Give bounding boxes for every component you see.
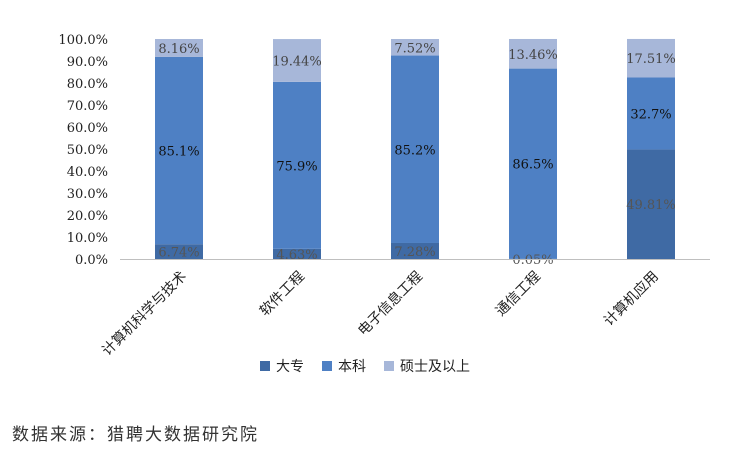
data-label: 7.52% [394,41,435,56]
bar-segment [627,149,675,259]
data-source-note: 数据来源：猎聘大数据研究院 [12,425,259,445]
legend: 大专 本科 硕士及以上 [0,356,730,376]
stacked-bar-chart: 0.0% 10.0% 20.0% 30.0% 40.0% 50.0% 60.0% 70.0% 8… [58,33,710,360]
bar-segment [155,56,203,245]
y-tick-label: 20.0% [67,209,108,224]
y-tick-label: 60.0% [67,121,108,136]
y-tick-label: 50.0% [67,143,108,158]
y-tick-label: 90.0% [67,55,108,70]
legend-item-benke: 本科 [322,356,366,376]
bar-segment [391,242,439,259]
data-label: 4.63% [276,248,317,263]
bar-segment [391,55,439,243]
legend-item-dazhuan: 大专 [260,356,304,376]
bar-segment [273,81,321,249]
y-tick-label: 0.0% [75,253,108,268]
bar-segment [627,38,675,78]
data-label: 85.1% [158,145,199,160]
bar-segment [155,244,203,259]
legend-label-benke: 本科 [338,359,366,375]
data-label: 49.81% [626,198,676,213]
data-label: 85.2% [394,143,435,158]
x-category-label: 计算机应用 [600,268,662,330]
legend-swatch-benke [322,361,332,371]
x-category-label: 通信工程 [493,269,544,320]
y-tick-label: 10.0% [67,231,108,246]
bar-segment [273,248,321,259]
data-label: 8.16% [158,42,199,57]
bars [155,38,675,259]
legend-label-shuoshi: 硕士及以上 [400,359,470,375]
y-axis: 0.0% 10.0% 20.0% 30.0% 40.0% 50.0% 60.0% 70.0% 8… [58,33,108,268]
bar-segment [627,77,675,150]
y-tick-label: 40.0% [67,165,108,180]
y-tick-label: 30.0% [67,187,108,202]
x-category-label: 电子信息工程 [354,268,425,339]
bar-segment [509,38,557,69]
data-label: 32.7% [630,107,671,122]
legend-swatch-dazhuan [260,361,270,371]
legend-label-dazhuan: 大专 [276,359,304,375]
y-tick-label: 100.0% [58,33,108,48]
data-label: 7.28% [394,245,435,260]
y-tick-label: 70.0% [67,99,108,114]
x-category-label: 软件工程 [257,269,308,320]
legend-item-shuoshi: 硕士及以上 [384,356,470,376]
data-label: 17.51% [626,52,676,67]
y-tick-label: 80.0% [67,77,108,92]
bar-segment [273,39,321,82]
data-label: 19.44% [272,54,322,69]
x-category-label: 计算机科学与技术 [99,269,190,360]
data-label: 13.46% [508,48,558,63]
bar-segment [155,39,203,57]
data-label: 86.5% [512,158,553,173]
data-label: 75.9% [276,159,317,174]
x-axis: 计算机科学与技术 软件工程 电子信息工程 通信工程 计算机应用 [99,259,710,360]
data-label: 0.05% [512,253,553,268]
bar-segment [391,39,439,56]
bar-segment [509,68,557,259]
legend-swatch-shuoshi [384,361,394,371]
data-label: 6.74% [158,246,199,261]
